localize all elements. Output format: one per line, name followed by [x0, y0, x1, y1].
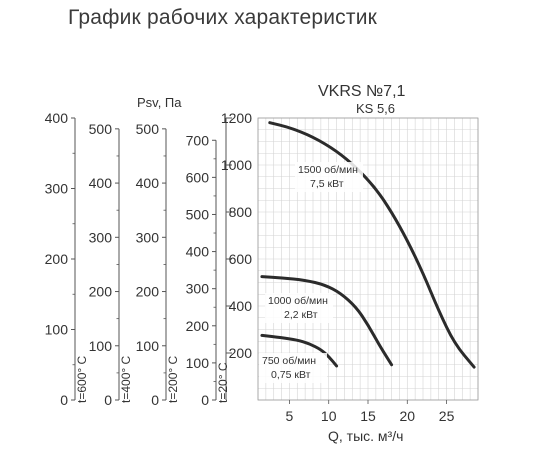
curve-labels: 1500 об/мин 7,5 кВт 1000 об/мин 2,2 кВт 750 … [259, 162, 363, 383]
pressure-scale-label: 100 [45, 322, 69, 338]
pressure-scale-label: 100 [136, 338, 160, 354]
x-axis-ticks: 5 10 15 20 25 [286, 400, 455, 424]
series-label-bg [265, 293, 333, 323]
pressure-scale: 0 100 200 300 400 500 600 700 t=20° C [186, 132, 230, 408]
series-name-label: 1500 об/мин [298, 164, 358, 176]
pressure-scale-label: 400 [186, 244, 210, 260]
series-line [260, 275, 394, 367]
series-name-label: 1000 об/мин [268, 295, 328, 307]
y-tick-label: 1200 [221, 110, 252, 126]
series-label-bg [259, 353, 327, 383]
series-label-bg [295, 162, 363, 192]
pressure-scale-label: 400 [89, 175, 113, 191]
pressure-scale-label: 400 [45, 110, 69, 126]
pressure-scale-label: 300 [89, 229, 113, 245]
pressure-scales: 0 100 200 300 400 500 600 700 t=20° C 0 100 200 300 4… [45, 110, 230, 408]
series-power-label: 2,2 кВт [284, 309, 318, 321]
y-tick-label: 200 [229, 345, 253, 361]
y-tick-label: 1000 [221, 157, 252, 173]
pressure-scale-label: 300 [186, 281, 210, 297]
x-tick-label: 5 [286, 408, 294, 424]
pressure-scale-label: 300 [136, 229, 160, 245]
pressure-scale: 0 100 200 300 400 t=600° C [45, 110, 89, 408]
pressure-scale-label: 100 [89, 338, 113, 354]
temperature-label: t=200° C [166, 356, 180, 403]
x-tick-label: 10 [321, 408, 337, 424]
y-tick-label: 600 [229, 251, 253, 267]
pressure-scale-label: 500 [186, 206, 210, 222]
y-tick-label: 400 [229, 298, 253, 314]
model-label: VKRS №7,1 [318, 83, 406, 100]
y-axis-label: Psv, Па [137, 95, 182, 110]
pressure-scale-label: 500 [89, 121, 113, 137]
x-tick-label: 20 [399, 408, 415, 424]
pressure-scale-label: 500 [136, 121, 160, 137]
y-tick-label: 800 [229, 204, 253, 220]
temperature-label: t=400° C [119, 356, 133, 403]
x-axis-label: Q, тыс. м³/ч [328, 428, 403, 444]
pressure-scale-label: 400 [136, 175, 160, 191]
x-tick-label: 15 [360, 408, 376, 424]
pressure-scale-label: 200 [186, 318, 210, 334]
pressure-scale-label: 700 [186, 132, 210, 148]
temperature-label: t=600° C [75, 356, 89, 403]
pressure-scale-label: 0 [201, 392, 209, 408]
x-tick-label: 25 [439, 408, 455, 424]
temperature-label: t=20° C [216, 362, 230, 403]
pressure-scale: 0 100 200 300 400 500 t=200° C [136, 121, 180, 408]
submodel-label: KS 5,6 [356, 101, 395, 116]
pressure-scale-label: 0 [151, 392, 159, 408]
pressure-scale-label: 100 [186, 355, 210, 371]
series-name-label: 750 об/мин [262, 355, 316, 367]
pressure-scale-label: 0 [104, 392, 112, 408]
series-line [268, 121, 476, 369]
page-title: График рабочих характеристик [68, 6, 378, 29]
pressure-scale: 0 100 200 300 400 500 t=400° C [89, 121, 133, 408]
pressure-scale-label: 200 [89, 284, 113, 300]
pressure-scale-label: 300 [45, 181, 69, 197]
y-axis-ticks: 200 400 600 800 1000 1200 [221, 110, 252, 400]
pressure-scale-label: 200 [45, 251, 69, 267]
pressure-scale-label: 0 [60, 392, 68, 408]
series-power-label: 7,5 кВт [310, 178, 344, 190]
series-power-label: 0,75 кВт [271, 369, 311, 381]
pressure-scale-label: 600 [186, 169, 210, 185]
pressure-scale-label: 200 [136, 284, 160, 300]
